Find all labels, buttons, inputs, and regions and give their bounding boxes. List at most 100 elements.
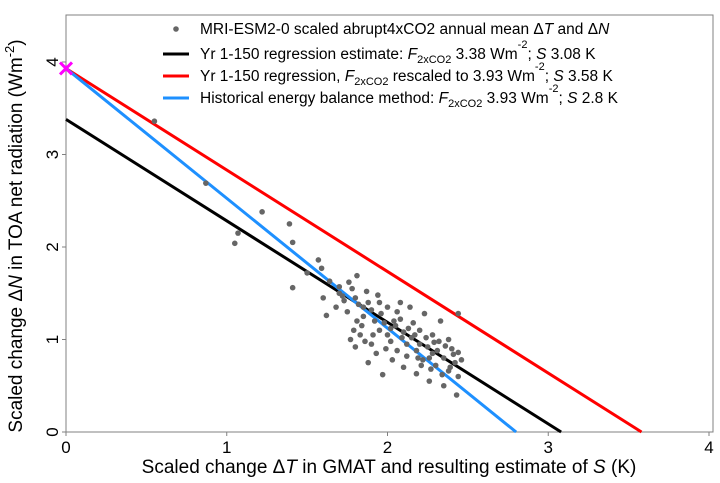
data-point	[418, 362, 425, 369]
data-point	[405, 325, 412, 332]
data-point	[363, 288, 370, 295]
plot-frame	[65, 14, 714, 433]
data-point	[259, 209, 265, 215]
data-point	[424, 344, 431, 350]
data-point	[318, 265, 325, 272]
data-point	[151, 118, 158, 124]
data-point	[391, 318, 397, 324]
data-point	[440, 382, 447, 389]
data-point	[387, 325, 394, 332]
data-point	[439, 371, 445, 378]
data-point	[436, 338, 442, 345]
x-tick-label: 3	[544, 438, 553, 457]
data-point	[407, 304, 413, 310]
data-point	[434, 347, 441, 354]
y-tick-label: 3	[43, 150, 62, 159]
data-point	[235, 230, 241, 236]
data-point	[371, 318, 378, 324]
data-point	[428, 366, 434, 372]
data-point	[387, 338, 394, 345]
data-point	[415, 355, 421, 361]
data-point	[410, 320, 417, 326]
legend-label-part: 2xCO2	[448, 98, 482, 110]
data-point	[358, 322, 365, 329]
legend-label-part: F	[408, 46, 419, 63]
axis-label-part: in GMAT and resulting estimate of	[297, 457, 593, 478]
data-point	[426, 378, 433, 384]
data-point	[416, 341, 423, 347]
legend-label-part: 2xCO2	[417, 54, 451, 66]
data-point	[378, 310, 384, 317]
data-point	[450, 351, 457, 358]
legend-label-part: S	[567, 90, 578, 107]
legend-entry: Historical energy balance method: F2xCO2…	[163, 83, 619, 110]
data-point	[376, 299, 383, 306]
data-point	[429, 350, 436, 357]
legend-label-part: -2	[518, 39, 528, 51]
axis-label-part: Scaled change	[6, 302, 27, 433]
legend-label: Historical energy balance method: F2xCO2…	[200, 83, 619, 110]
data-point	[403, 353, 410, 359]
legend-entry: Yr 1-150 regression, F2xCO2 rescaled to …	[163, 61, 613, 88]
data-point	[412, 332, 418, 338]
data-point	[455, 373, 462, 380]
legend-label-part: Δ	[533, 21, 543, 38]
data-point	[432, 362, 439, 369]
data-point	[394, 308, 400, 315]
x-tick-label: 4	[704, 438, 713, 457]
data-point	[445, 336, 452, 343]
legend-label-part: -2	[549, 83, 559, 95]
data-point	[336, 290, 343, 297]
data-point	[365, 359, 372, 366]
legend-label-part: F	[439, 90, 450, 107]
y-tick-label: 2	[43, 242, 62, 251]
data-point	[289, 284, 296, 291]
data-point	[365, 299, 372, 306]
y-axis-label: Scaled change ΔN in TOA net radiation (W…	[2, 39, 27, 432]
data-point	[449, 345, 455, 352]
data-point	[231, 240, 238, 247]
data-point	[341, 297, 347, 304]
data-point	[397, 299, 404, 306]
data-point	[437, 318, 444, 324]
forcing-x-marker	[58, 61, 74, 76]
legend-label-part: Δ	[588, 21, 598, 38]
y-tick-label: 1	[43, 335, 62, 344]
legend-label-part: Yr 1-150 regression estimate:	[200, 46, 408, 63]
data-point	[392, 322, 399, 329]
data-point	[373, 350, 380, 357]
data-point	[368, 307, 375, 313]
data-point	[383, 345, 389, 352]
legend-label-part: N	[598, 21, 610, 38]
axis-label-part: -2	[2, 46, 17, 58]
data-point	[350, 327, 357, 334]
data-point	[354, 272, 360, 279]
marker-stroke	[58, 61, 74, 76]
data-point	[362, 338, 368, 345]
data-point	[360, 313, 367, 320]
axis-label-part: (K)	[606, 457, 637, 478]
data-point	[315, 257, 322, 263]
data-point	[423, 334, 429, 341]
axis-label-part: Δ	[273, 457, 286, 478]
legend-label-part: MRI-ESM2-0 scaled abrupt4xCO2 annual mea…	[200, 21, 533, 38]
legend-label-part: rescaled to 3.93 Wm	[388, 68, 534, 85]
data-point	[355, 301, 362, 308]
data-point	[400, 364, 407, 371]
legend-label: Yr 1-150 regression estimate: F2xCO2 3.3…	[200, 39, 596, 66]
legend-label-part: ;	[558, 90, 567, 107]
legend-entry: MRI-ESM2-0 scaled abrupt4xCO2 annual mea…	[173, 21, 610, 38]
legend-label-part: 3.58 K	[564, 68, 614, 85]
data-point	[352, 344, 359, 350]
legend-label-part: -2	[535, 61, 545, 73]
data-point	[416, 327, 423, 334]
data-point	[323, 312, 330, 319]
legend-label-part: T	[544, 21, 555, 38]
legend-label-part: F	[345, 68, 356, 85]
data-point	[381, 320, 388, 326]
data-point	[420, 357, 426, 363]
axis-label-part: S	[593, 457, 606, 478]
axis-label-part: in TOA net radiation (Wm	[6, 57, 27, 275]
data-point	[370, 332, 376, 338]
